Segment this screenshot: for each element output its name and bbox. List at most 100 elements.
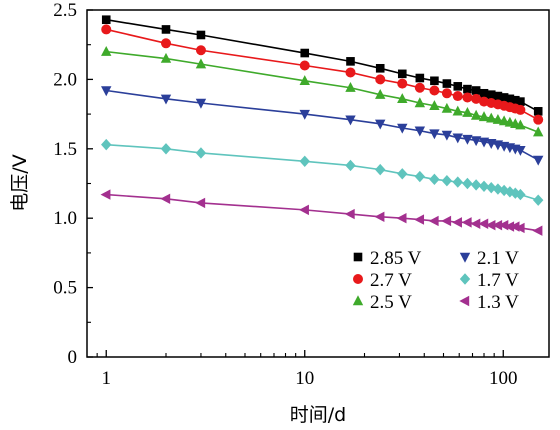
data-point bbox=[397, 168, 408, 180]
data-point bbox=[345, 115, 356, 126]
data-point bbox=[471, 86, 481, 95]
data-point bbox=[375, 119, 386, 130]
data-point bbox=[101, 24, 112, 35]
data-point bbox=[345, 159, 356, 172]
data-point bbox=[101, 15, 111, 25]
data-point bbox=[299, 109, 310, 120]
data-point bbox=[195, 98, 207, 109]
data-point bbox=[375, 74, 386, 85]
data-point bbox=[453, 82, 463, 91]
x-tick-label: 1 bbox=[101, 368, 111, 389]
data-point bbox=[374, 211, 385, 223]
data-point bbox=[396, 213, 407, 224]
data-point bbox=[478, 180, 490, 192]
data-point bbox=[533, 107, 543, 116]
y-tick-label: 0 bbox=[68, 347, 78, 368]
series-2-5-Vv bbox=[101, 45, 544, 137]
y-tick-label: 1.5 bbox=[53, 139, 77, 160]
x-tick-label: 100 bbox=[489, 368, 518, 389]
series-2-1-Vv bbox=[101, 86, 544, 166]
data-point bbox=[414, 97, 426, 108]
data-point bbox=[414, 126, 426, 137]
data-point bbox=[478, 137, 490, 148]
data-point bbox=[470, 136, 482, 147]
data-point bbox=[345, 67, 356, 78]
data-point bbox=[470, 179, 482, 191]
data-point bbox=[533, 194, 544, 206]
data-point bbox=[515, 119, 526, 130]
data-point bbox=[299, 75, 310, 85]
data-point bbox=[160, 52, 172, 63]
data-point bbox=[397, 78, 408, 89]
data-point bbox=[414, 82, 425, 93]
data-point bbox=[511, 95, 520, 105]
data-point bbox=[161, 25, 171, 34]
data-point bbox=[533, 155, 544, 166]
data-point bbox=[463, 84, 472, 94]
data-point bbox=[452, 105, 463, 116]
y-axis-title: 电压/V bbox=[9, 154, 31, 211]
data-point bbox=[345, 82, 356, 92]
data-point bbox=[504, 221, 515, 232]
data-point bbox=[486, 181, 497, 194]
legend-item: 2.5 V bbox=[352, 292, 412, 313]
data-point bbox=[441, 88, 452, 99]
data-point bbox=[532, 225, 543, 236]
data-point bbox=[470, 109, 482, 120]
data-point bbox=[485, 219, 496, 231]
data-point bbox=[429, 173, 440, 186]
data-point bbox=[429, 100, 440, 110]
data-point bbox=[397, 69, 407, 79]
data-point bbox=[299, 60, 310, 71]
data-point bbox=[346, 57, 355, 66]
x-axis-title: 时间/d bbox=[290, 404, 346, 426]
data-point bbox=[470, 218, 481, 229]
data-point bbox=[505, 94, 515, 104]
legend-marker bbox=[459, 295, 470, 307]
data-point bbox=[478, 218, 489, 229]
data-point bbox=[195, 147, 207, 159]
data-point bbox=[160, 38, 171, 49]
data-point bbox=[429, 85, 440, 96]
data-point bbox=[101, 138, 112, 151]
data-point bbox=[462, 92, 473, 103]
data-point bbox=[486, 112, 497, 123]
data-point bbox=[515, 104, 526, 115]
data-point bbox=[504, 186, 516, 198]
legend-label: 2.5 V bbox=[370, 292, 412, 313]
legend-marker bbox=[352, 295, 364, 306]
data-point bbox=[430, 76, 439, 86]
data-point bbox=[498, 115, 510, 126]
data-point bbox=[493, 91, 503, 101]
data-point bbox=[160, 143, 172, 155]
data-point bbox=[510, 187, 521, 199]
data-point bbox=[498, 219, 509, 231]
data-point bbox=[414, 170, 426, 183]
data-point bbox=[100, 189, 111, 200]
y-tick-label: 2.5 bbox=[53, 0, 77, 21]
data-point bbox=[492, 113, 504, 124]
legend-marker bbox=[353, 274, 363, 284]
data-point bbox=[533, 126, 544, 137]
data-point bbox=[452, 133, 463, 144]
data-point bbox=[452, 91, 463, 102]
data-point bbox=[441, 102, 453, 113]
series-1-3-Vv bbox=[100, 189, 543, 236]
data-point bbox=[160, 193, 171, 204]
legend-label: 1.3 V bbox=[477, 292, 519, 313]
data-point bbox=[299, 204, 309, 216]
series-group bbox=[100, 15, 544, 236]
data-point bbox=[429, 129, 440, 140]
data-point bbox=[101, 86, 112, 97]
data-point bbox=[462, 134, 473, 145]
legend-label: 2.85 V bbox=[370, 248, 422, 269]
data-point bbox=[492, 219, 503, 231]
data-point bbox=[397, 123, 408, 134]
legend-label: 1.7 V bbox=[477, 270, 519, 291]
legend-label: 2.7 V bbox=[370, 270, 412, 291]
data-point bbox=[515, 188, 526, 201]
data-point bbox=[462, 107, 473, 117]
legend-item: 1.3 V bbox=[459, 292, 519, 313]
legend-label: 2.1 V bbox=[477, 248, 519, 269]
